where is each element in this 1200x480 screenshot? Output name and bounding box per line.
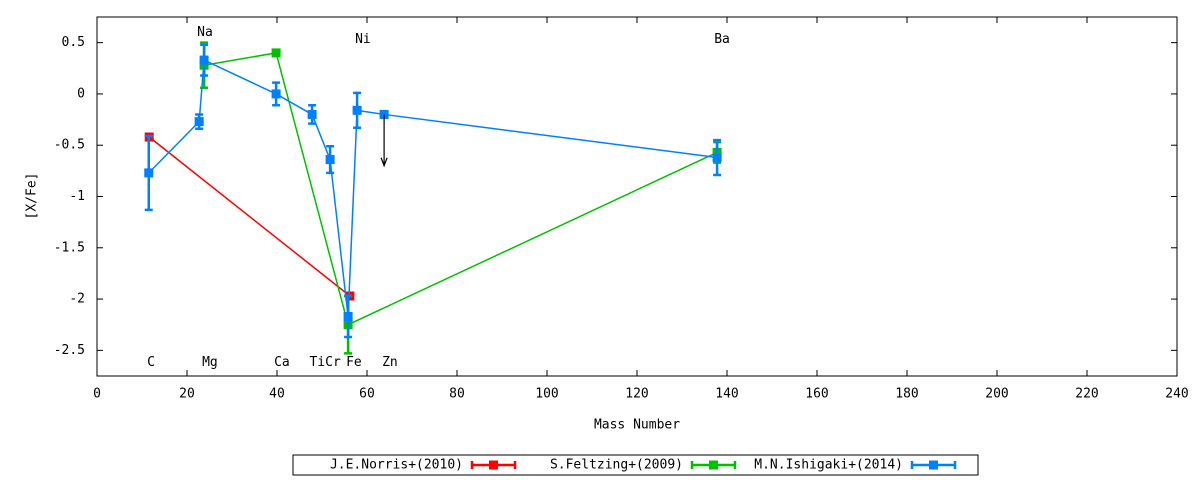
x-axis-label: Mass Number (594, 418, 680, 433)
y-tick-label: -1.5 (54, 240, 85, 255)
element-label: Na (197, 25, 213, 40)
x-tick-label: 80 (449, 387, 465, 402)
point (271, 48, 281, 58)
x-tick-label: 160 (805, 387, 828, 402)
x-tick-label: 100 (535, 387, 558, 402)
y-tick-label: -0.5 (54, 138, 85, 153)
legend-frame (292, 454, 979, 476)
plot-frame (96, 16, 1178, 377)
x-tick-label: 60 (359, 387, 375, 402)
series-line (148, 136, 351, 297)
y-tick-label: 0 (77, 86, 85, 101)
point (343, 312, 353, 322)
point (144, 168, 154, 178)
element-label: Mg (202, 355, 218, 370)
point (325, 155, 335, 165)
point (199, 55, 209, 65)
x-tick-label: 180 (895, 387, 918, 402)
legend-swatch (929, 460, 938, 470)
element-label: Fe (346, 355, 362, 370)
legend-label: M.N.Ishigaki+(2014) (754, 458, 903, 473)
point (712, 153, 722, 163)
point (307, 109, 317, 119)
x-tick-label: 0 (93, 387, 101, 402)
y-tick-label: -2 (69, 292, 85, 307)
series-line (148, 58, 718, 317)
upper-limit-arrow (380, 114, 388, 168)
element-label: Ni (355, 32, 371, 47)
x-tick-label: 40 (269, 387, 285, 402)
legend-label: J.E.Norris+(2010) (330, 458, 463, 473)
element-label: Ba (714, 32, 730, 47)
x-tick-label: 120 (625, 387, 648, 402)
point (352, 105, 362, 115)
x-tick-label: 200 (985, 387, 1008, 402)
legend-label: S.Feltzing+(2009) (550, 458, 683, 473)
point (194, 117, 204, 127)
point (271, 89, 281, 99)
y-tick-label: -2.5 (54, 343, 85, 358)
y-axis-label: [X/Fe] (25, 173, 40, 220)
element-label: TiCr (309, 355, 340, 370)
legend-swatch (709, 460, 718, 470)
x-tick-label: 140 (715, 387, 738, 402)
element-label: C (147, 355, 155, 370)
x-tick-label: 220 (1075, 387, 1098, 402)
series-line (203, 52, 718, 326)
y-tick-label: 0.5 (62, 35, 85, 50)
x-tick-label: 240 (1165, 387, 1188, 402)
element-label: Zn (382, 355, 398, 370)
legend-swatch (489, 460, 498, 470)
x-tick-label: 20 (179, 387, 195, 402)
element-label: Ca (274, 355, 290, 370)
y-tick-label: -1 (69, 189, 85, 204)
